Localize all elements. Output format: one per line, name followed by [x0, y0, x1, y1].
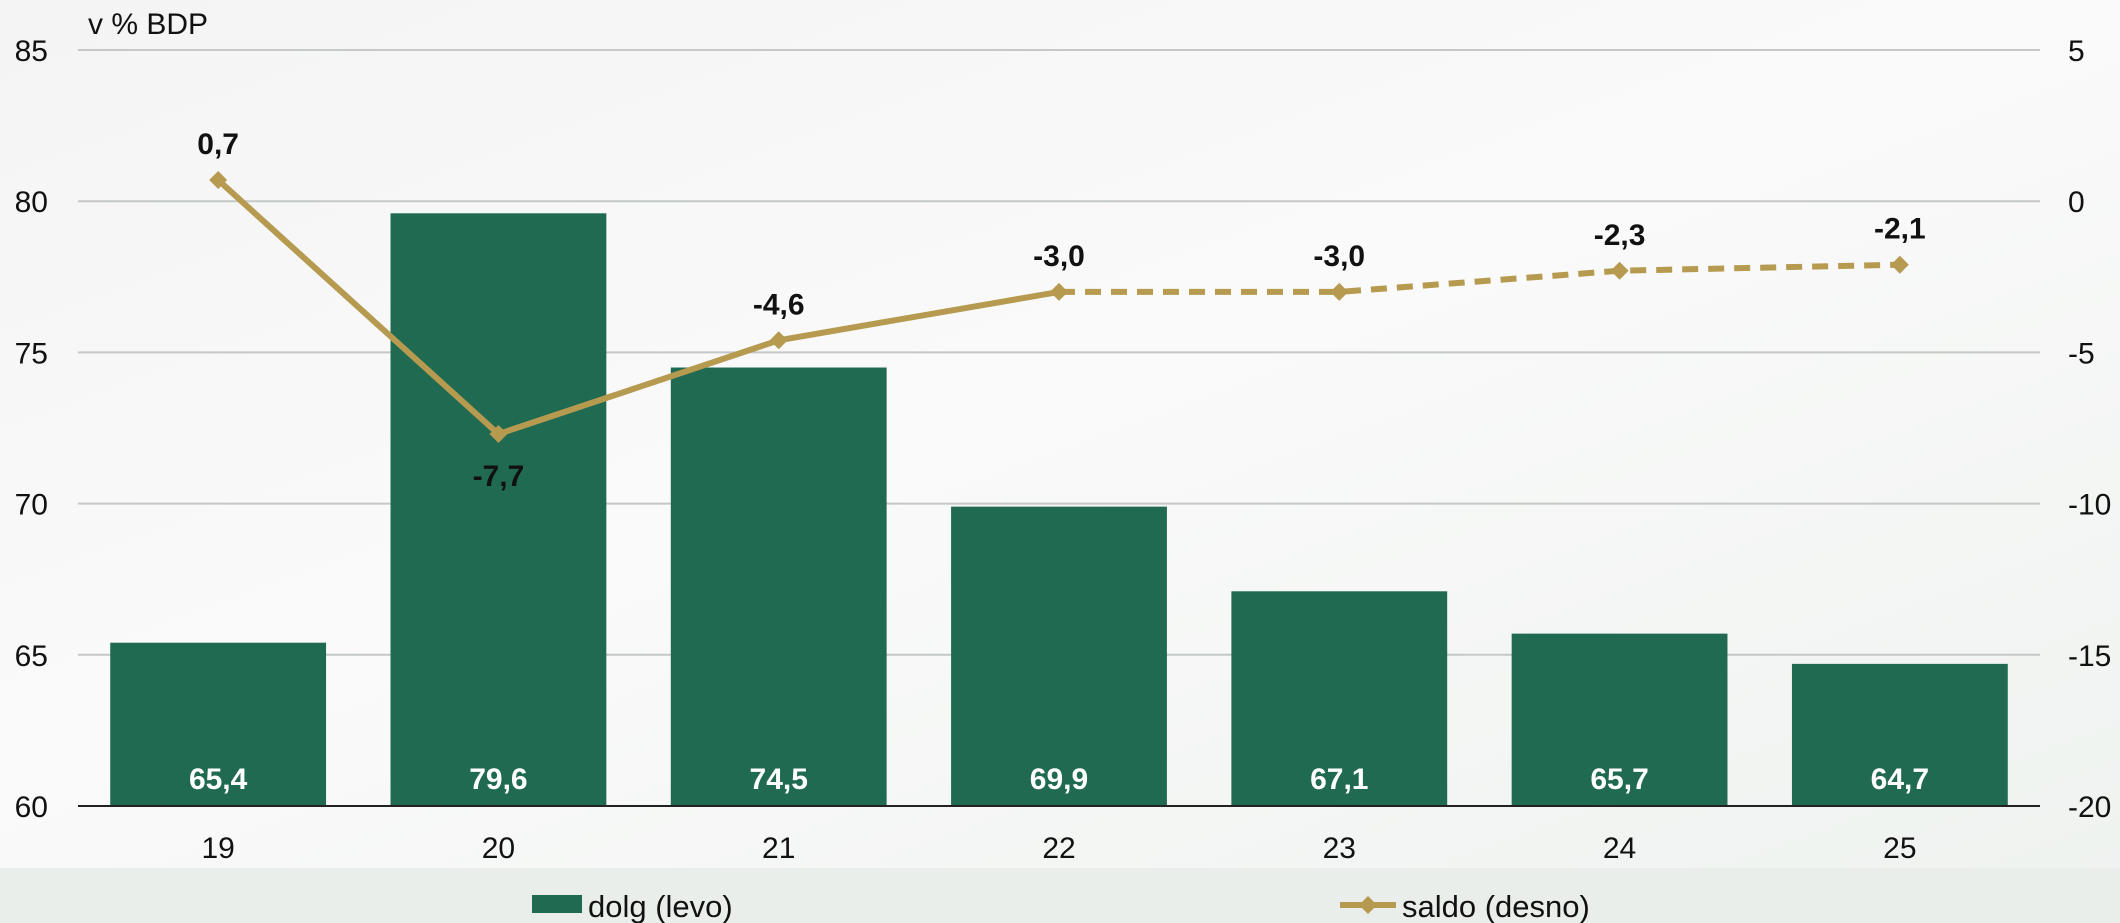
saldo-line-forecast: [1059, 261, 1900, 295]
y-right-tick-label: -5: [2068, 337, 2095, 370]
bar-value-label: 67,1: [1310, 763, 1368, 796]
y-right-tick-label: -10: [2068, 489, 2111, 522]
y-right-tick-label: -20: [2068, 791, 2111, 824]
bar-value-label: 65,4: [189, 763, 248, 796]
saldo-marker: [489, 425, 508, 444]
legend-label-saldo: saldo (desno): [1402, 889, 1590, 923]
saldo-marker: [1050, 282, 1068, 301]
x-tick-label: 20: [482, 832, 515, 865]
bar-series: [110, 213, 2008, 806]
x-tick-label: 21: [762, 832, 795, 865]
legend-swatch-dolg: [532, 895, 582, 913]
x-tick-label: 25: [1883, 832, 1916, 865]
x-tick-label: 19: [201, 832, 234, 865]
x-tick-label: 23: [1323, 832, 1356, 865]
saldo-value-label: -3,0: [1033, 240, 1085, 273]
x-tick-label: 24: [1603, 832, 1636, 865]
bar: [1791, 663, 2008, 806]
legend-label-dolg: dolg (levo): [588, 889, 733, 923]
saldo-marker: [1610, 261, 1629, 280]
saldo-marker: [1330, 282, 1349, 301]
axis-labels: 60 65 70 75 80 85 -20 -15 -10 -5 0 5 19 20 21 22 23 24 25: [15, 35, 2112, 865]
legend: dolg (levo) saldo (desno): [532, 889, 1590, 923]
y-left-tick-label: 60: [15, 791, 48, 824]
saldo-value-label: -3,0: [1313, 240, 1365, 273]
data-labels: 65,4 79,6 74,5 69,9 67,1 65,7 64,7 0,7 -7,7 -4,6 -…: [189, 128, 1929, 796]
saldo-value-label: -4,6: [753, 288, 805, 321]
y-right-tick-label: 5: [2068, 35, 2085, 68]
bar-value-label: 69,9: [1030, 763, 1088, 796]
saldo-value-label: -2,3: [1594, 219, 1646, 252]
legend-marker-saldo: [1359, 896, 1377, 914]
bar: [951, 506, 1167, 806]
bar: [1511, 633, 1728, 806]
y-left-tick-label: 80: [15, 186, 48, 219]
y-left-tick-label: 75: [15, 337, 48, 370]
saldo-value-label: 0,7: [197, 128, 239, 161]
y-left-tick-label: 70: [15, 489, 48, 522]
saldo-value-label: -2,1: [1874, 213, 1926, 246]
saldo-value-label: -7,7: [473, 460, 525, 493]
bar: [110, 642, 327, 806]
y-right-tick-label: -15: [2068, 640, 2111, 673]
unit-label: v % BDP: [88, 8, 208, 41]
y-right-tick-label: 0: [2068, 186, 2085, 219]
legend-band: [0, 868, 2120, 923]
bar-value-label: 65,7: [1590, 763, 1648, 796]
line-series: [209, 171, 1909, 444]
bar-value-label: 64,7: [1871, 763, 1929, 796]
bar-value-label: 79,6: [469, 763, 527, 796]
bar: [390, 213, 607, 806]
saldo-marker: [769, 331, 788, 350]
y-left-tick-label: 85: [15, 35, 48, 68]
y-left-tick-label: 65: [15, 640, 48, 673]
x-tick-label: 22: [1042, 832, 1075, 865]
bar: [1231, 591, 1448, 806]
saldo-marker: [209, 171, 228, 190]
bar: [670, 367, 887, 806]
saldo-marker: [1890, 255, 1909, 274]
saldo-line-actual: [216, 177, 1060, 438]
bar-value-label: 74,5: [750, 763, 808, 796]
